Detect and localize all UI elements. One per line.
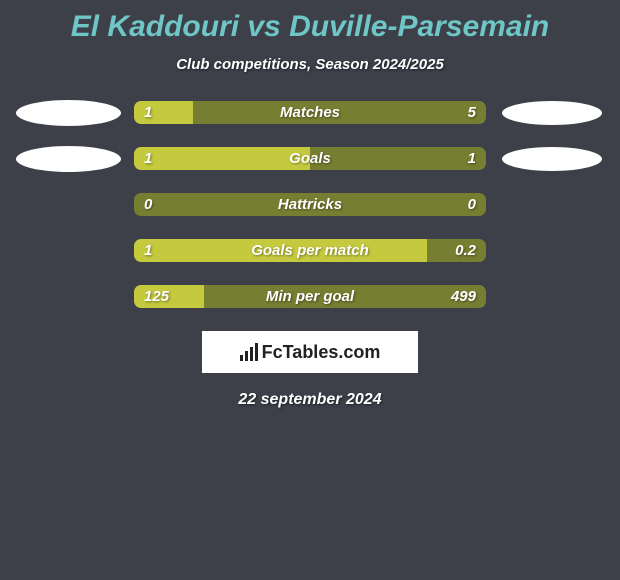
stat-label: Goals bbox=[134, 147, 486, 170]
comparison-container: El Kaddouri vs Duville-Parsemain Club co… bbox=[0, 0, 620, 419]
stat-row: 125499Min per goal bbox=[8, 285, 612, 308]
chart-icon bbox=[240, 343, 258, 361]
brand-logo: FcTables.com bbox=[240, 342, 381, 363]
team-badge-icon bbox=[16, 100, 121, 126]
team-badge-icon bbox=[502, 147, 602, 171]
stats-area: 15Matches 11Goals 00Hattricks 10.2Goals per… bbox=[8, 101, 612, 308]
date-text: 22 september 2024 bbox=[8, 391, 612, 409]
team-badge-icon bbox=[502, 101, 602, 125]
stat-label: Goals per match bbox=[134, 239, 486, 262]
stat-bar: 11Goals bbox=[134, 147, 486, 170]
brand-text: FcTables.com bbox=[262, 342, 381, 363]
stat-bar: 00Hattricks bbox=[134, 193, 486, 216]
brand-logo-box: FcTables.com bbox=[202, 331, 418, 373]
stat-row: 15Matches bbox=[8, 101, 612, 124]
stat-label: Min per goal bbox=[134, 285, 486, 308]
stat-bar: 125499Min per goal bbox=[134, 285, 486, 308]
stat-bar: 15Matches bbox=[134, 101, 486, 124]
stat-row: 00Hattricks bbox=[8, 193, 612, 216]
stat-label: Matches bbox=[134, 101, 486, 124]
subtitle: Club competitions, Season 2024/2025 bbox=[8, 56, 612, 73]
stat-row: 10.2Goals per match bbox=[8, 239, 612, 262]
stat-bar: 10.2Goals per match bbox=[134, 239, 486, 262]
team-logo-left bbox=[8, 99, 128, 127]
team-logo-right bbox=[492, 145, 612, 173]
team-logo-right bbox=[492, 99, 612, 127]
team-badge-icon bbox=[16, 146, 121, 172]
stat-row: 11Goals bbox=[8, 147, 612, 170]
stat-label: Hattricks bbox=[134, 193, 486, 216]
team-logo-left bbox=[8, 145, 128, 173]
page-title: El Kaddouri vs Duville-Parsemain bbox=[8, 10, 612, 44]
